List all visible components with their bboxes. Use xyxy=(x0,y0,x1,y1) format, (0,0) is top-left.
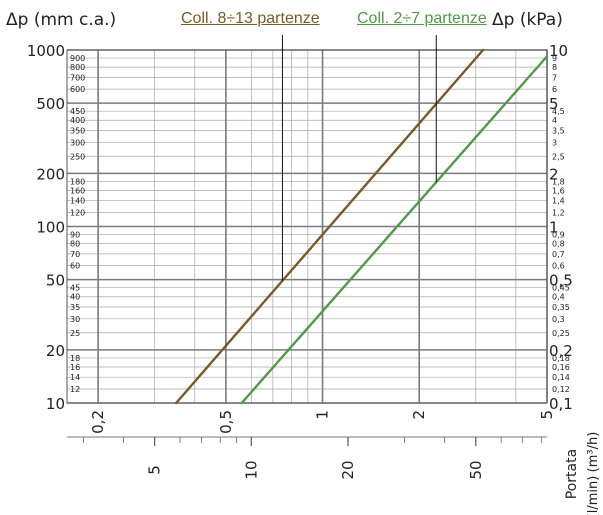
left-tick-minor-label: 35 xyxy=(70,303,80,312)
x-axis-label-lmin: (l/min) xyxy=(586,476,601,515)
legend-entry-collector-8-13: Coll. 8÷13 partenze xyxy=(181,10,320,27)
x-axis-label-m3h: (m³/h) xyxy=(586,432,601,473)
x-tick-lmin-label: 20 xyxy=(339,460,357,479)
left-tick-major-label: 10 xyxy=(46,395,65,413)
left-tick-minor-label: 60 xyxy=(70,262,80,271)
series-line-1 xyxy=(240,55,549,405)
left-tick-minor-label: 400 xyxy=(70,116,85,125)
x-tick-m3h-label: 0,5 xyxy=(217,410,235,434)
right-tick-minor-label: 4,5 xyxy=(552,107,565,116)
right-tick-major-label: 2 xyxy=(549,165,559,183)
left-tick-minor-label: 18 xyxy=(70,354,80,363)
right-tick-minor-label: 0,4 xyxy=(552,293,565,302)
left-tick-minor-label: 14 xyxy=(70,373,80,382)
left-tick-minor-label: 800 xyxy=(70,63,85,72)
left-tick-minor-label: 160 xyxy=(70,186,85,195)
left-tick-major-label: 20 xyxy=(46,342,65,360)
right-tick-minor-label: 0,9 xyxy=(552,231,565,240)
x-tick-m3h-label: 5 xyxy=(538,410,556,420)
series-line-0 xyxy=(174,48,485,405)
right-tick-minor-label: 4 xyxy=(552,116,557,125)
right-tick-minor-label: 0,6 xyxy=(552,262,565,271)
left-tick-major-label: 500 xyxy=(36,95,65,113)
right-tick-minor-label: 7 xyxy=(552,73,557,82)
x-tick-lmin-label: 5 xyxy=(146,465,164,475)
left-tick-minor-label: 12 xyxy=(70,385,80,394)
right-tick-minor-label: 0,25 xyxy=(552,329,570,338)
left-tick-minor-label: 300 xyxy=(70,138,85,147)
right-tick-minor-label: 0,45 xyxy=(552,284,570,293)
left-tick-minor-label: 16 xyxy=(70,363,80,372)
left-tick-major-label: 200 xyxy=(36,165,65,183)
right-tick-minor-label: 1,4 xyxy=(552,197,565,206)
right-tick-major-label: 5 xyxy=(549,95,559,113)
right-tick-minor-label: 3 xyxy=(552,138,557,147)
plot-frame xyxy=(66,49,548,404)
left-tick-minor-label: 700 xyxy=(70,73,85,82)
x-tick-m3h-label: 0,2 xyxy=(89,410,107,434)
right-tick-minor-label: 1,8 xyxy=(552,177,565,186)
x-tick-lmin-label: 10 xyxy=(242,460,260,479)
right-tick-minor-label: 2,5 xyxy=(552,152,565,161)
left-tick-minor-label: 70 xyxy=(70,250,80,259)
right-tick-minor-label: 0,3 xyxy=(552,315,565,324)
right-tick-minor-label: 1,2 xyxy=(552,209,565,218)
right-tick-minor-label: 8 xyxy=(552,63,557,72)
right-tick-minor-label: 0,35 xyxy=(552,303,570,312)
right-tick-major-label: 10 xyxy=(549,42,568,60)
left-tick-major-label: 1000 xyxy=(27,42,65,60)
left-tick-major-label: 50 xyxy=(46,272,65,290)
left-tick-minor-label: 250 xyxy=(70,152,85,161)
right-tick-minor-label: 6 xyxy=(552,85,557,94)
right-tick-minor-label: 0,18 xyxy=(552,354,570,363)
right-axis-label: Δp (kPa) xyxy=(492,10,563,30)
x-tick-lmin-label: 50 xyxy=(467,460,485,479)
left-tick-minor-label: 180 xyxy=(70,177,85,186)
left-tick-minor-label: 120 xyxy=(70,209,85,218)
left-tick-minor-label: 45 xyxy=(70,284,80,293)
left-tick-major-label: 100 xyxy=(36,219,65,237)
left-tick-minor-label: 40 xyxy=(70,293,80,302)
right-tick-minor-label: 9 xyxy=(552,54,557,63)
right-tick-minor-label: 1,6 xyxy=(552,186,565,195)
right-tick-minor-label: 0,16 xyxy=(552,363,570,372)
left-tick-minor-label: 30 xyxy=(70,315,80,324)
left-axis-label: Δp (mm c.a.) xyxy=(6,10,117,30)
left-tick-minor-label: 80 xyxy=(70,240,80,249)
left-tick-minor-label: 140 xyxy=(70,197,85,206)
right-tick-major-label: 0,5 xyxy=(549,272,573,290)
legend-entry-collector-2-7: Coll. 2÷7 partenze xyxy=(357,10,487,27)
x-axis-label-portata: Portata xyxy=(564,449,580,499)
right-tick-minor-label: 0,12 xyxy=(552,385,570,394)
right-tick-minor-label: 3,5 xyxy=(552,126,565,135)
x-tick-m3h-label: 2 xyxy=(410,410,428,420)
right-tick-major-label: 0,1 xyxy=(549,395,573,413)
left-tick-minor-label: 900 xyxy=(70,54,85,63)
right-tick-minor-label: 0,8 xyxy=(552,240,565,249)
left-tick-minor-label: 25 xyxy=(70,329,80,338)
right-tick-minor-label: 0,7 xyxy=(552,250,565,259)
right-tick-major-label: 0,2 xyxy=(549,342,573,360)
left-tick-minor-label: 350 xyxy=(70,126,85,135)
left-tick-minor-label: 90 xyxy=(70,231,80,240)
right-tick-minor-label: 0,14 xyxy=(552,373,570,382)
x-tick-m3h-label: 1 xyxy=(314,410,332,420)
left-tick-minor-label: 450 xyxy=(70,107,85,116)
left-tick-minor-label: 600 xyxy=(70,85,85,94)
right-tick-major-label: 1 xyxy=(549,219,559,237)
